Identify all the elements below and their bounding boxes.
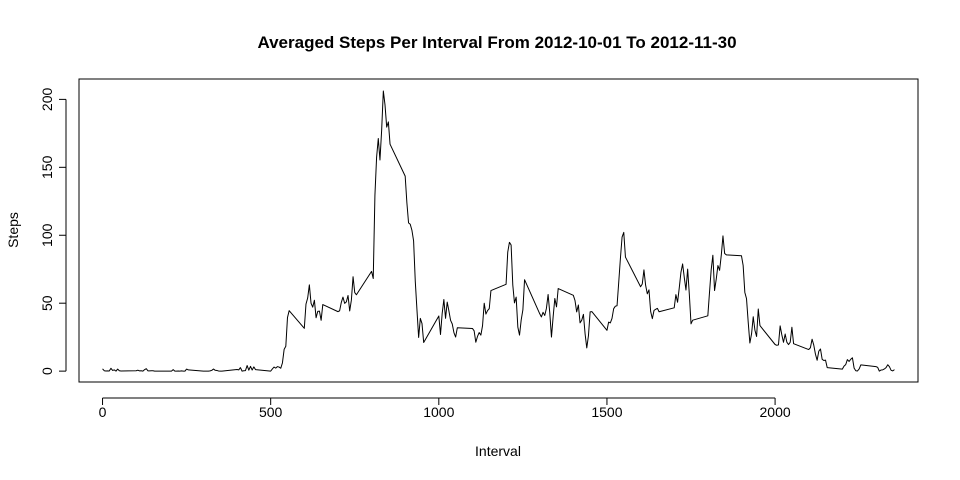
series-line: [102, 90, 895, 372]
x-tick-label: 500: [259, 404, 283, 420]
y-tick-label: 0: [39, 367, 55, 375]
series-layer: [102, 90, 895, 372]
x-axis: 0 500 1000 1500 2000: [99, 397, 791, 420]
y-tick-label: 100: [39, 223, 55, 247]
y-tick-label: 150: [39, 155, 55, 179]
x-tick-label: 1000: [423, 404, 454, 420]
y-axis: 0 50 100 150 200: [39, 87, 67, 375]
plot-frame: [78, 78, 919, 383]
x-axis-label: Interval: [475, 443, 521, 459]
y-tick-label: 200: [39, 87, 55, 111]
x-tick-label: 0: [99, 404, 107, 420]
chart-title: Averaged Steps Per Interval From 2012-10…: [257, 33, 736, 52]
x-tick-label: 2000: [760, 404, 791, 420]
x-tick-label: 1500: [591, 404, 622, 420]
y-tick-label: 50: [39, 295, 55, 311]
y-axis-label: Steps: [5, 212, 21, 248]
